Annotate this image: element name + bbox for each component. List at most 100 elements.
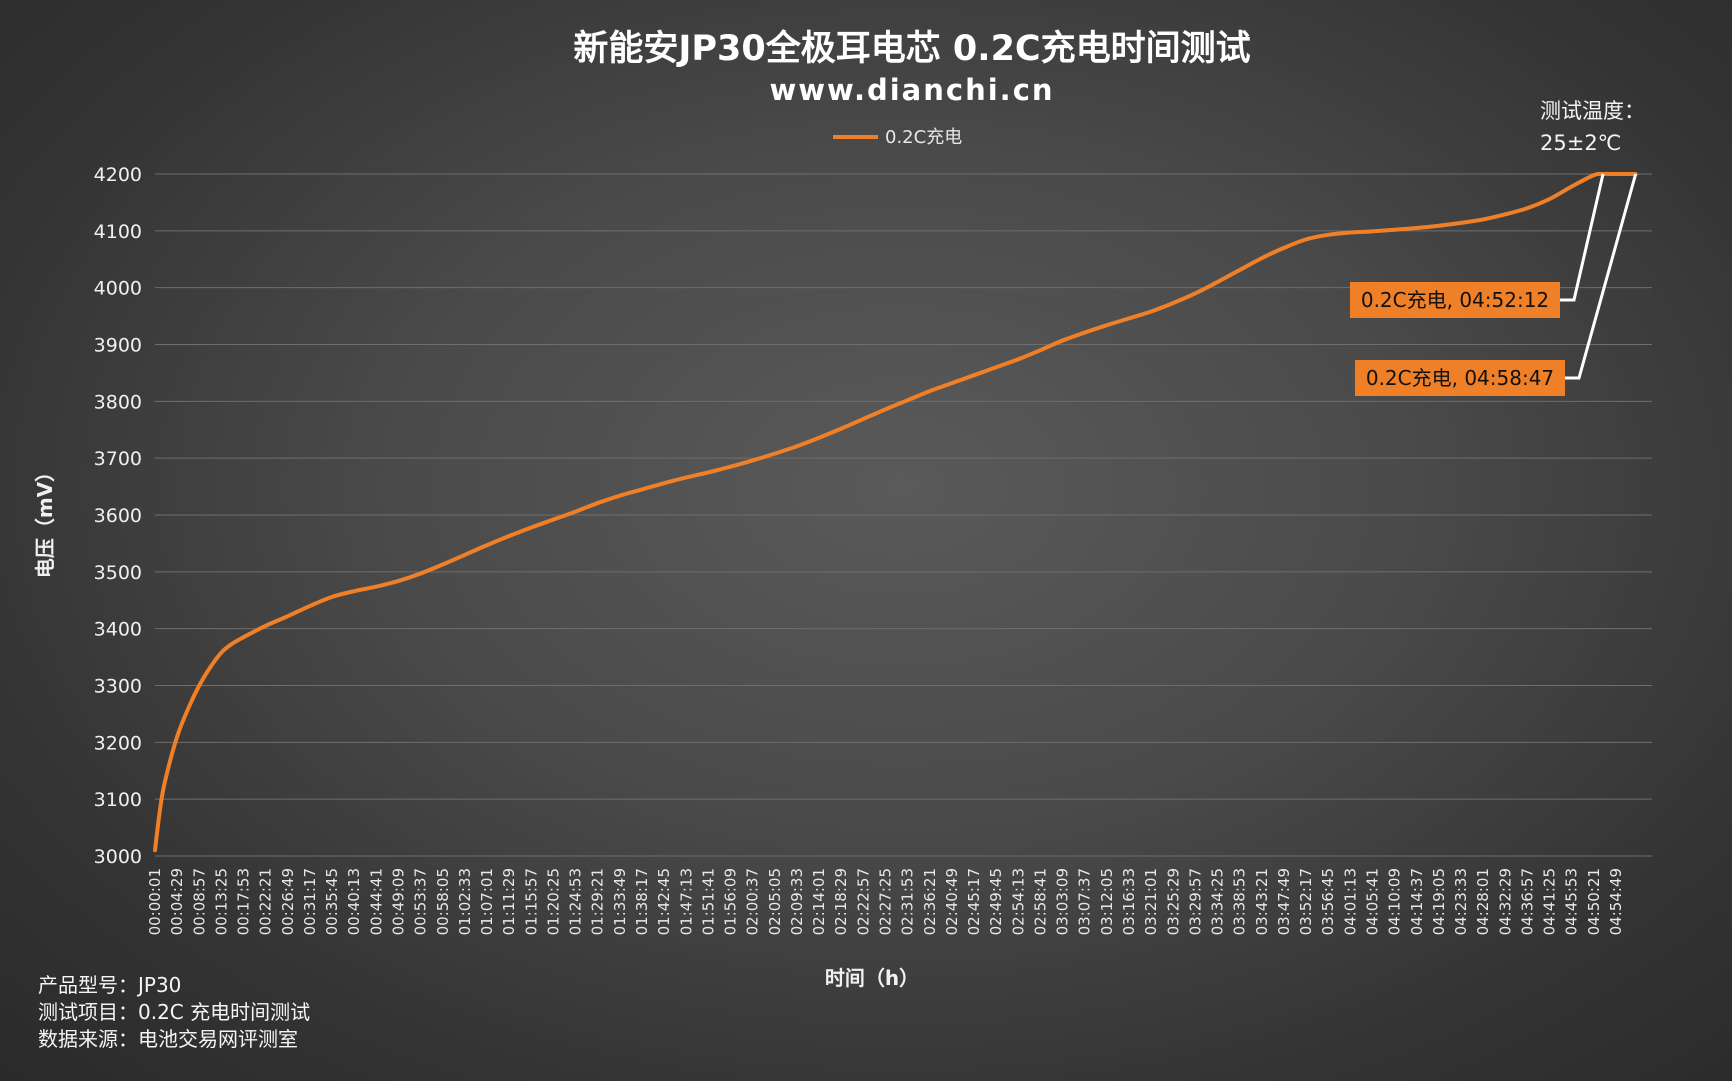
x-tick-label: 03:07:37 xyxy=(1076,868,1094,935)
x-tick-label: 01:29:21 xyxy=(589,868,607,935)
y-tick-label: 4100 xyxy=(94,221,142,243)
x-tick-label: 03:21:01 xyxy=(1142,868,1160,935)
footer-test-item: 测试项目：0.2C 充电时间测试 xyxy=(38,1000,310,1024)
x-tick-label: 03:29:57 xyxy=(1186,868,1204,935)
x-axis-ticks: 00:00:01 00:04:29 00:08:57 00:13:25 00:17:53… xyxy=(146,868,1625,935)
x-tick-label: 00:44:41 xyxy=(367,868,385,935)
x-tick-label: 02:45:17 xyxy=(965,868,983,935)
x-tick-label: 01:15:57 xyxy=(522,868,540,935)
x-tick-label: 00:53:37 xyxy=(412,868,430,935)
y-tick-label: 3400 xyxy=(94,619,142,641)
y-tick-label: 3900 xyxy=(94,335,142,357)
x-tick-label: 03:38:53 xyxy=(1231,868,1249,935)
y-tick-label: 3800 xyxy=(94,391,142,413)
x-tick-label: 00:08:57 xyxy=(190,868,208,935)
x-tick-label: 03:47:49 xyxy=(1275,868,1293,935)
x-tick-label: 00:13:25 xyxy=(212,868,230,935)
x-tick-label: 02:36:21 xyxy=(921,868,939,935)
x-tick-label: 00:35:45 xyxy=(323,868,341,935)
x-tick-label: 01:11:29 xyxy=(500,868,518,935)
x-tick-label: 04:01:13 xyxy=(1341,868,1359,935)
x-tick-label: 00:31:17 xyxy=(301,868,319,935)
x-tick-label: 04:14:37 xyxy=(1408,868,1426,935)
x-tick-label: 00:17:53 xyxy=(235,868,253,935)
x-tick-label: 00:22:21 xyxy=(257,868,275,935)
footer-source: 数据来源：电池交易网评测室 xyxy=(38,1027,298,1051)
temperature-value: 25±2℃ xyxy=(1540,131,1621,155)
x-tick-label: 04:41:25 xyxy=(1541,868,1559,935)
x-tick-label: 02:27:25 xyxy=(877,868,895,935)
x-tick-label: 02:58:41 xyxy=(1031,868,1049,935)
y-axis-ticks: 3000 3100 3200 3300 3400 3500 3600 3700 3800 3900… xyxy=(94,164,142,868)
y-tick-label: 3700 xyxy=(94,448,142,470)
x-tick-label: 04:54:49 xyxy=(1607,868,1625,935)
callouts-layer: 0.2C充电, 04:52:12 0.2C充电, 04:58:47 xyxy=(1350,173,1638,396)
x-tick-label: 02:09:33 xyxy=(788,868,806,935)
callout-box xyxy=(1350,282,1560,318)
x-tick-label: 02:40:49 xyxy=(943,868,961,935)
x-tick-label: 01:47:13 xyxy=(677,868,695,935)
x-tick-label: 02:14:01 xyxy=(810,868,828,935)
callout-leader xyxy=(1565,173,1638,380)
x-tick-label: 00:40:13 xyxy=(345,868,363,935)
x-tick-label: 01:38:17 xyxy=(633,868,651,935)
callout-label: 0.2C充电, 04:52:12 xyxy=(1361,288,1549,312)
x-tick-label: 02:00:37 xyxy=(744,868,762,935)
x-tick-label: 01:24:53 xyxy=(567,868,585,935)
series-line xyxy=(153,171,1638,853)
x-tick-label: 02:31:53 xyxy=(899,868,917,935)
x-tick-label: 01:02:33 xyxy=(456,868,474,935)
x-tick-label: 02:54:13 xyxy=(1009,868,1027,935)
x-tick-label: 01:56:09 xyxy=(722,868,740,935)
x-axis-label: 时间（h） xyxy=(825,966,919,990)
x-tick-label: 03:56:45 xyxy=(1319,868,1337,935)
x-tick-label: 01:42:45 xyxy=(655,868,673,935)
x-tick-label: 04:28:01 xyxy=(1474,868,1492,935)
x-tick-label: 04:05:41 xyxy=(1364,868,1382,935)
x-tick-label: 01:33:49 xyxy=(611,868,629,935)
x-tick-label: 04:36:57 xyxy=(1518,868,1536,935)
series-layer xyxy=(153,171,1638,853)
chart-title: 新能安JP30全极耳电芯 0.2C充电时间测试 xyxy=(573,28,1250,69)
x-tick-label: 04:45:53 xyxy=(1563,868,1581,935)
x-tick-label: 00:58:05 xyxy=(434,868,452,935)
x-tick-label: 01:51:41 xyxy=(699,868,717,935)
x-tick-label: 04:10:09 xyxy=(1386,868,1404,935)
x-tick-label: 04:32:29 xyxy=(1496,868,1514,935)
temperature-label: 测试温度： xyxy=(1540,99,1645,123)
y-tick-label: 3300 xyxy=(94,676,142,698)
x-tick-label: 01:07:01 xyxy=(478,868,496,935)
y-axis-label: 电压（mV） xyxy=(33,462,57,578)
footer-model: 产品型号：JP30 xyxy=(38,973,181,997)
x-tick-label: 03:52:17 xyxy=(1297,868,1315,935)
grid-lines xyxy=(155,173,1652,857)
y-tick-label: 3200 xyxy=(94,732,142,754)
x-tick-label: 03:34:25 xyxy=(1209,868,1227,935)
y-tick-label: 3000 xyxy=(94,846,142,868)
x-tick-label: 02:49:45 xyxy=(987,868,1005,935)
x-tick-label: 00:49:09 xyxy=(390,868,408,935)
chart-subtitle: www.dianchi.cn xyxy=(769,73,1054,107)
y-tick-label: 4000 xyxy=(94,278,142,300)
x-tick-label: 04:19:05 xyxy=(1430,868,1448,935)
x-tick-label: 03:25:29 xyxy=(1164,868,1182,935)
x-tick-label: 01:20:25 xyxy=(544,868,562,935)
x-tick-label: 03:16:33 xyxy=(1120,868,1138,935)
x-tick-label: 00:04:29 xyxy=(168,868,186,935)
x-tick-label: 03:12:05 xyxy=(1098,868,1116,935)
x-tick-label: 02:22:57 xyxy=(854,868,872,935)
callout-box xyxy=(1355,360,1565,396)
x-tick-label: 00:00:01 xyxy=(146,868,164,935)
x-tick-label: 03:03:09 xyxy=(1054,868,1072,935)
x-tick-label: 00:26:49 xyxy=(279,868,297,935)
x-tick-label: 04:50:21 xyxy=(1585,868,1603,935)
x-tick-label: 04:23:33 xyxy=(1452,868,1470,935)
callout-leader xyxy=(1560,173,1605,302)
y-tick-label: 3600 xyxy=(94,505,142,527)
y-tick-label: 3100 xyxy=(94,789,142,811)
y-tick-label: 4200 xyxy=(94,164,142,186)
y-tick-label: 3500 xyxy=(94,562,142,584)
x-tick-label: 02:05:05 xyxy=(766,868,784,935)
